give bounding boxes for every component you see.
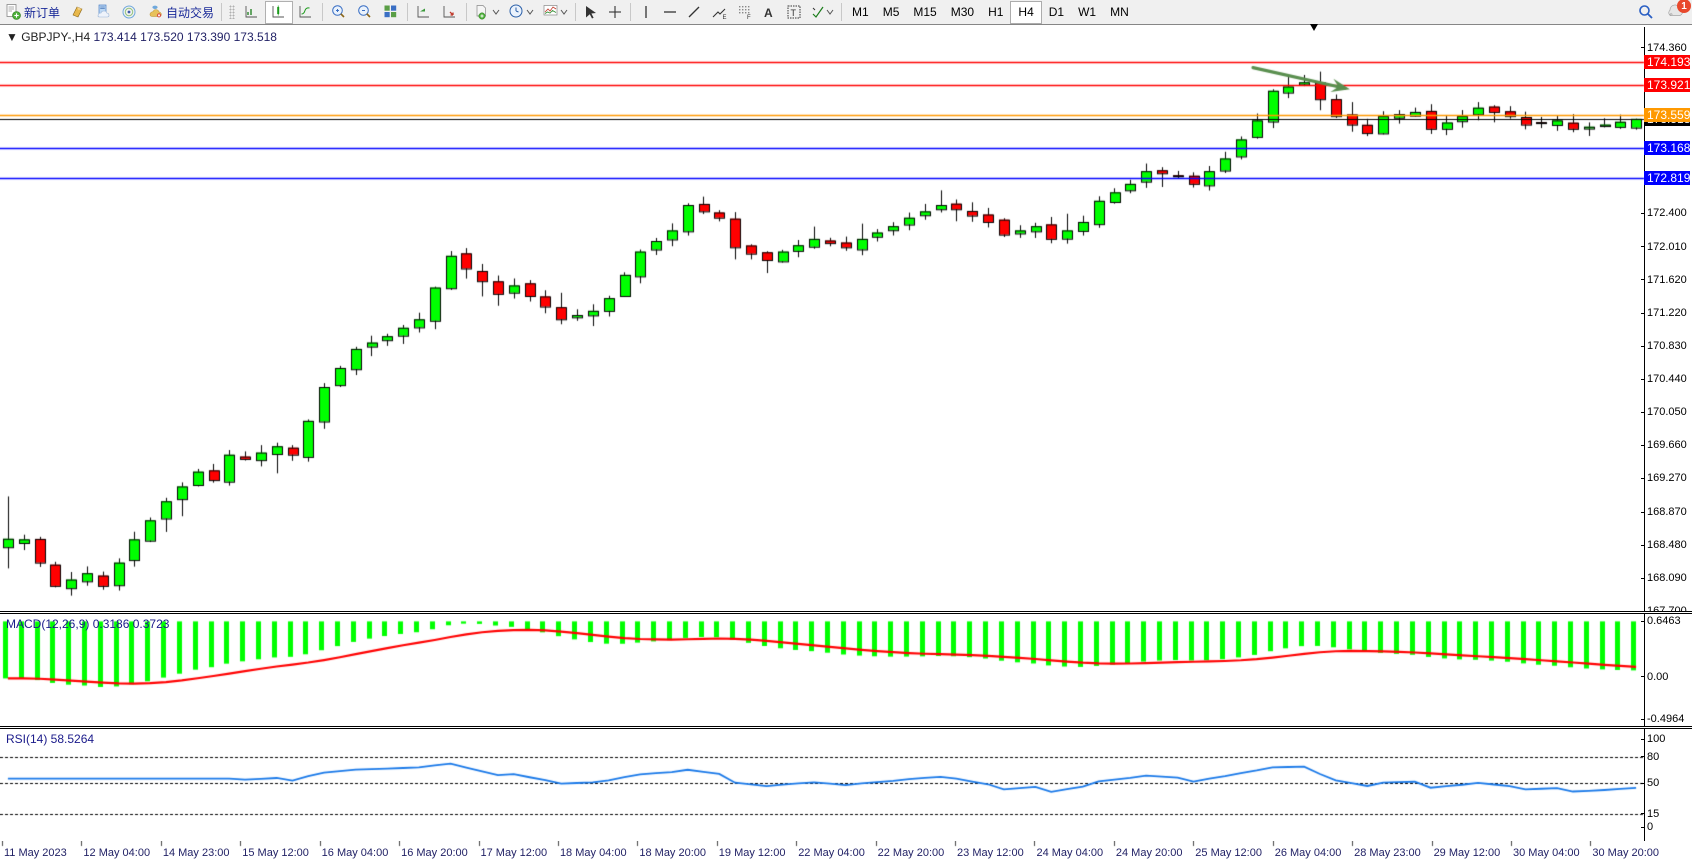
svg-text:A: A (764, 6, 773, 20)
svg-text:E: E (723, 15, 727, 21)
svg-text:T: T (791, 8, 797, 18)
svg-text:F: F (747, 15, 751, 21)
